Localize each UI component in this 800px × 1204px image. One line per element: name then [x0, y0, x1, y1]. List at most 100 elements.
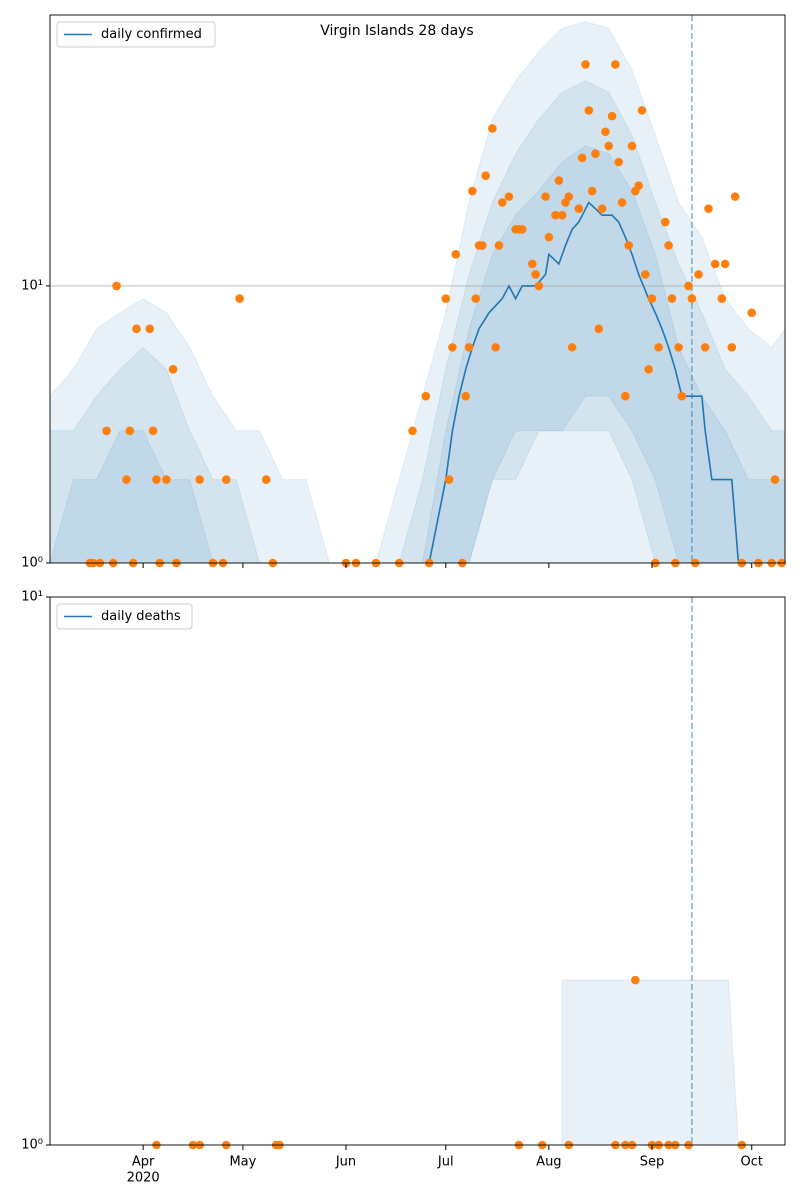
year-label: 2020: [127, 1171, 160, 1186]
y-tick-label: 10⁰: [21, 556, 43, 571]
point: [544, 232, 554, 242]
point: [494, 241, 504, 250]
point: [444, 475, 454, 484]
band: [50, 298, 330, 563]
band: [375, 80, 785, 563]
point: [551, 210, 560, 220]
point: [541, 192, 550, 201]
point: [488, 124, 497, 133]
point: [667, 294, 677, 303]
band: [375, 20, 785, 563]
point: [637, 106, 647, 115]
chart-title: Virgin Islands 28 days: [320, 23, 473, 39]
legend-box: [56, 603, 193, 630]
point: [581, 60, 590, 69]
point: [574, 204, 584, 213]
point: [700, 343, 710, 352]
point: [647, 294, 657, 303]
band: [50, 430, 330, 563]
point: [145, 324, 155, 334]
point: [464, 343, 474, 352]
y-tick-label: 10¹: [21, 278, 43, 293]
point: [122, 475, 131, 484]
point: [261, 475, 271, 484]
point: [441, 294, 451, 303]
point: [478, 241, 487, 250]
point: [607, 111, 617, 121]
point: [634, 181, 643, 190]
point: [747, 308, 757, 318]
point: [584, 106, 594, 115]
band: [375, 145, 785, 563]
line: [428, 201, 740, 563]
point: [531, 270, 540, 279]
x-tick-label: Sep: [640, 1155, 665, 1170]
x-tick-label: Apr: [132, 1155, 155, 1170]
point: [710, 259, 720, 269]
axes-frame: [49, 14, 786, 564]
point: [162, 475, 171, 484]
point: [627, 141, 637, 151]
point: [621, 391, 630, 401]
point: [654, 343, 663, 352]
point: [112, 281, 121, 291]
legend-label: daily confirmed: [101, 27, 202, 42]
point: [601, 127, 610, 137]
point: [644, 365, 653, 374]
point: [125, 426, 135, 436]
legend-label: daily deaths: [101, 609, 181, 624]
x-tick-label: Oct: [740, 1155, 762, 1170]
point: [421, 391, 431, 401]
point: [730, 192, 740, 201]
point: [694, 270, 703, 279]
point: [557, 210, 567, 220]
point: [221, 475, 231, 484]
point: [624, 241, 633, 250]
point: [554, 176, 564, 185]
x-tick-label: Jun: [335, 1155, 356, 1170]
point: [491, 343, 500, 352]
point: [102, 426, 111, 436]
point: [591, 149, 600, 159]
point: [727, 343, 737, 352]
point: [704, 204, 713, 213]
x-tick-label: Jul: [437, 1155, 454, 1170]
point: [614, 157, 624, 167]
point: [527, 259, 537, 269]
point: [597, 204, 607, 213]
point: [577, 153, 587, 163]
point: [481, 171, 490, 180]
point: [168, 365, 178, 374]
point: [594, 324, 604, 334]
point: [498, 198, 507, 207]
point: [660, 217, 670, 227]
band: [561, 979, 739, 1145]
x-tick-label: Aug: [536, 1155, 561, 1170]
point: [677, 391, 687, 401]
point: [471, 294, 481, 303]
legend: daily confirmed: [56, 21, 216, 48]
point: [567, 343, 577, 352]
band: [50, 346, 330, 563]
point: [587, 186, 597, 196]
point: [451, 250, 461, 259]
point: [132, 324, 141, 334]
point: [152, 475, 161, 484]
point: [564, 192, 574, 201]
point: [604, 141, 614, 151]
point: [468, 186, 477, 196]
point: [674, 343, 683, 352]
axes-frame: [49, 596, 786, 1146]
point: [717, 294, 727, 303]
point: [148, 426, 158, 436]
point: [687, 294, 697, 303]
point: [504, 192, 514, 201]
point: [534, 281, 544, 291]
point: [195, 475, 204, 484]
point: [461, 391, 471, 401]
y-tick-label: 10⁰: [21, 1138, 43, 1153]
point: [684, 281, 693, 291]
legend: daily deaths: [56, 603, 193, 630]
legend-box: [56, 21, 216, 48]
